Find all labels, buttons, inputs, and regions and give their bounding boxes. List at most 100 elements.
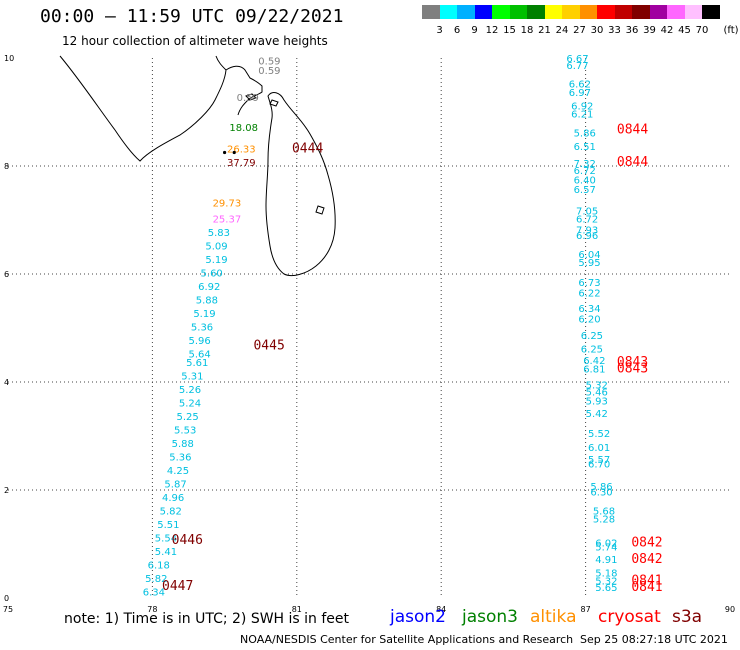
wave-height-value: 6.21 [571, 109, 593, 120]
wave-height-value: 6.20 [578, 315, 600, 326]
scale-label: 21 [538, 25, 551, 36]
wave-height-value: 5.88 [172, 439, 194, 450]
wave-height-value: 5.19 [193, 309, 215, 320]
scale-swatch [649, 5, 667, 19]
scale-label: 12 [485, 25, 499, 36]
scale-unit: (ft) [723, 25, 739, 36]
scale-swatch [614, 5, 632, 19]
wave-height-value: 5.51 [157, 520, 179, 531]
scale-label: 9 [471, 25, 478, 36]
scale-label: 33 [608, 25, 621, 36]
scale-swatch [422, 5, 440, 19]
wave-height-value: 5.96 [189, 336, 211, 347]
scale-swatch [492, 5, 510, 19]
wave-height-value: 6.67 [566, 54, 588, 65]
y-tick-label: 2 [4, 486, 9, 495]
scale-label: 3 [436, 25, 443, 36]
pass-time-label: 0843 [617, 355, 648, 370]
sri-lanka-coastline [265, 92, 336, 277]
wave-height-value: 5.65 [595, 583, 617, 594]
wave-height-value: 7.05 [576, 207, 598, 218]
scale-label: 30 [590, 25, 604, 36]
jaffna-islet [269, 99, 279, 107]
wave-height-value: 5.46 [586, 388, 608, 399]
scale-label: 15 [503, 25, 516, 36]
wave-height-value: 6.02 [595, 539, 617, 550]
wave-height-value: 5.26 [179, 385, 201, 396]
scale-label: 27 [573, 25, 586, 36]
wave-height-value: 6.81 [583, 364, 605, 375]
wave-height-value: 5.36 [191, 323, 213, 334]
pass-time-label: 0844 [617, 123, 648, 138]
satellite-jason3: jason3 [462, 607, 518, 627]
wave-height-value: 5.28 [593, 514, 615, 525]
mannar-islet [245, 93, 257, 101]
pass-time-label: 0446 [172, 533, 203, 548]
x-tick-label: 75 [3, 605, 13, 614]
page-subtitle: 12 hour collection of altimeter wave hei… [62, 34, 328, 48]
scale-swatch [544, 5, 562, 19]
scale-label: 39 [643, 25, 656, 36]
scale-swatch [684, 5, 702, 19]
y-tick-label: 10 [4, 54, 14, 63]
wave-height-value: 6.73 [578, 278, 600, 289]
pass-time-label: 0842 [631, 536, 662, 551]
wave-height-value: 5.18 [595, 568, 617, 579]
wave-height-value: 5.25 [176, 412, 198, 423]
wave-height-value: 6.92 [198, 282, 220, 293]
wave-height-value: 7.93 [576, 226, 598, 237]
wave-height-value: 0.59 [258, 56, 280, 67]
scale-swatch [527, 5, 545, 19]
wave-height-value: 5.41 [155, 547, 177, 558]
wave-height-value: 6.30 [590, 487, 612, 498]
india-east-coastline [215, 55, 227, 71]
wave-height-value: 5.87 [164, 479, 186, 490]
wave-height-value: 5.54 [155, 533, 177, 544]
wave-height-value: 6.22 [578, 289, 600, 300]
wave-height-value: 6.72 [574, 166, 596, 177]
scale-swatch [597, 5, 615, 19]
wave-height-value: 5.86 [574, 128, 596, 139]
x-tick-label: 90 [725, 605, 735, 614]
wave-height-value: 6.42 [583, 356, 605, 367]
pass-time-label: 0844 [617, 155, 648, 170]
pass-time-label: 0841 [631, 574, 662, 589]
y-tick-label: 0 [4, 594, 9, 603]
wave-height-value: 5.60 [201, 269, 223, 280]
india-coastline [59, 55, 263, 162]
pass-time-label: 0842 [631, 552, 662, 567]
wave-height-value: 5.19 [205, 255, 227, 266]
east-islet [315, 205, 325, 215]
wave-height-value: 5.53 [174, 425, 196, 436]
wave-height-value: 4.91 [595, 555, 617, 566]
wave-height-value: 5.82 [160, 506, 182, 517]
x-tick-label: 87 [581, 605, 591, 614]
wave-height-value: 6.62 [569, 80, 591, 91]
wave-height-value: 5.61 [186, 358, 208, 369]
wave-height-value: 5.64 [189, 350, 211, 361]
wave-height-value: 5.88 [196, 296, 218, 307]
wave-height-value: 37.79 [227, 158, 256, 169]
wave-height-value: 4.96 [162, 493, 184, 504]
wave-height-value: 6.34 [578, 304, 600, 315]
wave-height-value: 5.57 [588, 455, 610, 466]
y-tick-label: 8 [4, 162, 9, 171]
footer-note: note: 1) Time is in UTC; 2) SWH is in fe… [64, 611, 350, 627]
pass-time-label: 0447 [162, 579, 193, 594]
wave-height-value: 6.40 [574, 175, 596, 186]
wave-height-value: 6.01 [588, 443, 610, 454]
pass-time-label: 0444 [292, 142, 323, 157]
wave-height-value: 4.25 [167, 466, 189, 477]
satellite-jason2: jason2 [390, 607, 446, 627]
generated-time: Sep 25 08:27:18 UTC 2021 [580, 633, 728, 646]
wave-height-value: 6.96 [576, 231, 598, 242]
station-dot [232, 150, 236, 155]
y-tick-label: 6 [4, 270, 9, 279]
satellite-cryosat: cryosat [598, 607, 661, 627]
wave-height-value: 6.97 [569, 88, 591, 99]
wave-height-value: 26.33 [227, 145, 256, 156]
wave-height-value: 5.42 [586, 409, 608, 420]
wave-height-value: 5.24 [179, 398, 201, 409]
